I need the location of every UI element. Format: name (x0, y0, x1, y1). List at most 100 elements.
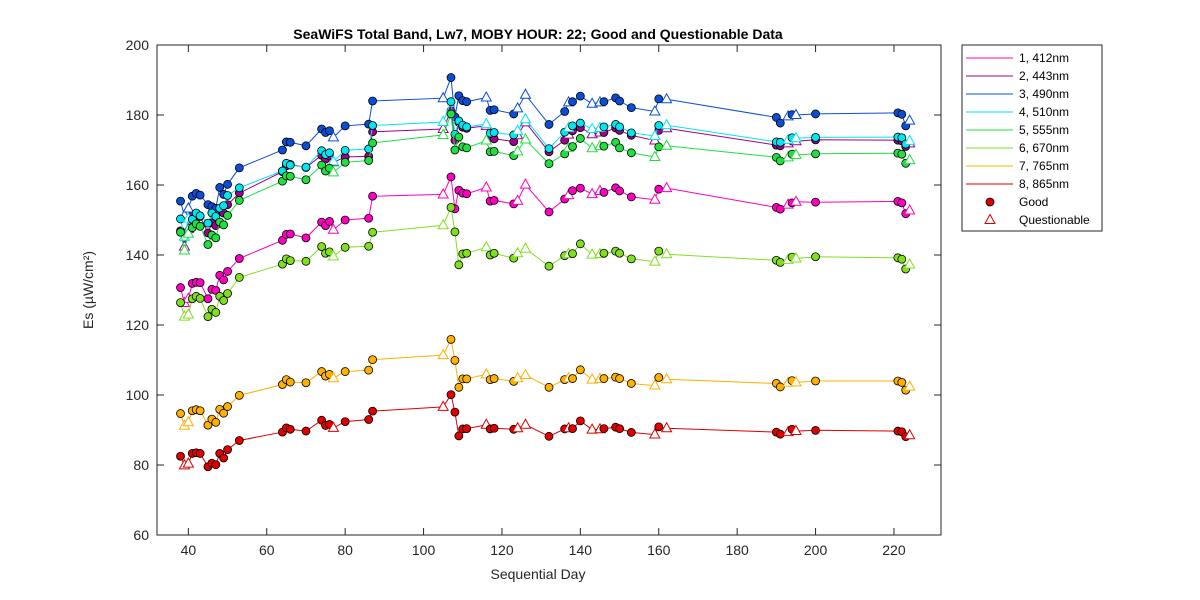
questionable-point (660, 139, 673, 150)
good-point (575, 118, 585, 128)
good-point (203, 312, 213, 322)
good-point (811, 149, 820, 159)
good-point (462, 97, 472, 107)
questionable-point (480, 90, 493, 102)
good-point (775, 137, 785, 147)
good-point (560, 107, 570, 116)
questionable-point (327, 130, 340, 142)
good-point (599, 122, 609, 132)
questionable-point (586, 97, 598, 108)
legend-entry: 5, 555nm (1019, 123, 1069, 137)
questionable-point (903, 428, 916, 440)
questionable-point (660, 247, 673, 259)
questionable-point (437, 187, 450, 199)
good-point (219, 275, 229, 285)
good-point (568, 121, 577, 131)
questionable-point (437, 348, 450, 360)
good-point (176, 214, 185, 224)
good-point (544, 261, 554, 271)
questionable-point (511, 421, 524, 433)
good-point (615, 374, 624, 383)
good-point (462, 374, 472, 384)
good-point (654, 373, 664, 382)
x-tick-label: 220 (882, 542, 906, 558)
good-point (446, 202, 456, 212)
y-tick-label: 180 (126, 107, 150, 123)
good-point (176, 196, 185, 206)
good-point (897, 254, 907, 264)
good-point (544, 159, 554, 169)
series-7 (176, 334, 916, 430)
legend-entry: 6, 670nm (1019, 141, 1069, 155)
axis-ticks: 40 60 80 100 120 140 160 180 200 220 60 80 100 120 140… (126, 37, 941, 558)
good-point (223, 179, 232, 189)
good-point (211, 233, 221, 243)
good-point (195, 293, 205, 303)
good-point (462, 248, 472, 258)
questionable-point (480, 134, 493, 145)
good-point (195, 406, 205, 416)
legend-entry: 1, 412nm (1019, 51, 1069, 65)
questionable-point (480, 240, 493, 252)
questionable-point (648, 428, 661, 439)
good-point (446, 109, 456, 119)
questionable-point (903, 380, 916, 391)
good-point (234, 163, 244, 173)
questionable-point (648, 129, 661, 140)
good-point (219, 220, 229, 230)
good-point (811, 425, 820, 435)
questionable-point (648, 193, 661, 204)
good-point (626, 192, 636, 202)
questionable-point (648, 255, 661, 266)
questionable-point (519, 242, 532, 253)
good-point (234, 195, 244, 205)
questionable-point (182, 457, 195, 468)
questionable-point (648, 150, 661, 161)
good-point (340, 367, 350, 376)
good-point (219, 408, 229, 418)
good-point (811, 252, 820, 262)
good-point (368, 355, 378, 365)
good-point (544, 144, 554, 154)
good-point (450, 145, 460, 155)
good-point (626, 379, 636, 388)
good-point (223, 445, 232, 455)
good-point (626, 103, 636, 113)
good-point (811, 376, 820, 386)
good-point (454, 382, 464, 392)
x-tick-label: 120 (490, 542, 514, 558)
legend-questionable-label: Questionable (1019, 213, 1090, 227)
legend-questionable-marker (984, 213, 996, 224)
good-point (176, 451, 185, 461)
questionable-point (327, 165, 340, 177)
good-point (462, 189, 472, 199)
y-tick-label: 160 (126, 177, 150, 193)
good-point (446, 172, 456, 182)
good-point (775, 257, 785, 267)
good-point (897, 198, 907, 208)
good-point (234, 390, 244, 400)
good-point (211, 307, 221, 317)
legend-entry: 3, 490nm (1019, 87, 1069, 101)
good-point (811, 132, 820, 142)
good-point (446, 334, 456, 344)
good-point (301, 162, 311, 172)
y-tick-label: 200 (126, 37, 150, 53)
questionable-point (660, 118, 673, 130)
good-point (615, 186, 624, 196)
good-point (176, 227, 185, 237)
good-point (317, 242, 327, 252)
good-point (223, 402, 232, 411)
questionable-point (437, 128, 450, 139)
good-point (544, 431, 554, 441)
good-point (195, 221, 205, 231)
good-point (368, 191, 378, 201)
questionable-point (182, 415, 195, 427)
questionable-point (182, 227, 195, 238)
good-point (654, 94, 664, 104)
questionable-point (790, 375, 802, 387)
questionable-point (519, 132, 532, 144)
good-point (568, 374, 577, 383)
good-point (325, 216, 334, 226)
legend-entry: 2, 443nm (1019, 69, 1069, 83)
